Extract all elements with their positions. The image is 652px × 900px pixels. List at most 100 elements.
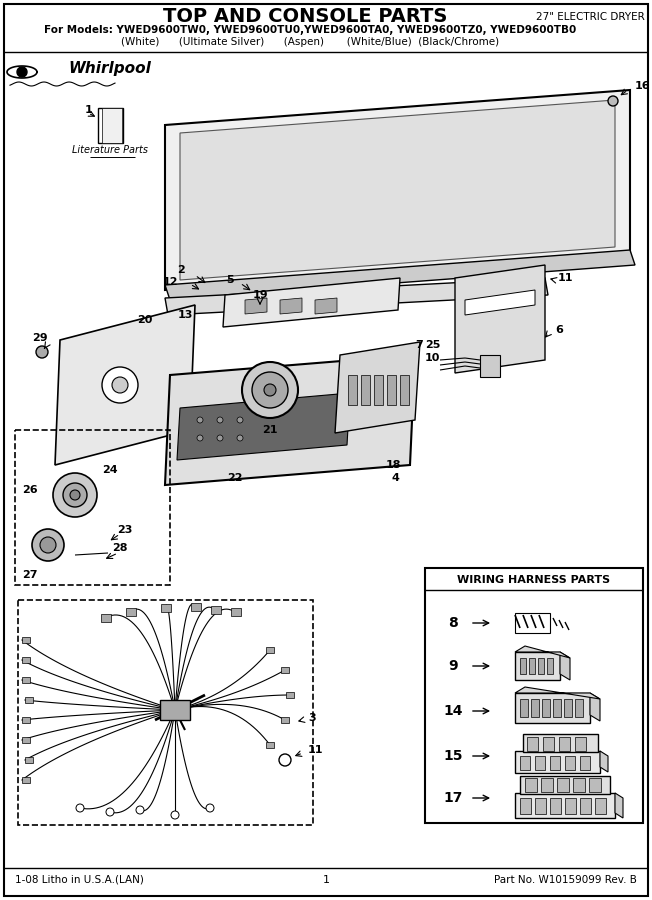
Circle shape bbox=[76, 804, 84, 812]
Bar bbox=[191, 603, 201, 611]
Bar bbox=[515, 613, 550, 633]
Text: 17: 17 bbox=[443, 791, 463, 805]
Bar bbox=[15, 430, 170, 585]
Polygon shape bbox=[615, 793, 623, 818]
Bar bbox=[286, 692, 294, 698]
Polygon shape bbox=[165, 278, 548, 315]
Text: 27" ELECTRIC DRYER: 27" ELECTRIC DRYER bbox=[536, 12, 644, 22]
Bar bbox=[531, 699, 539, 717]
Circle shape bbox=[237, 435, 243, 441]
Text: 2: 2 bbox=[177, 265, 185, 275]
Bar bbox=[520, 798, 531, 814]
Polygon shape bbox=[600, 751, 608, 772]
Bar bbox=[542, 699, 550, 717]
Bar bbox=[425, 568, 643, 823]
Text: 12: 12 bbox=[162, 277, 178, 287]
Text: 20: 20 bbox=[138, 315, 153, 325]
Bar bbox=[575, 699, 583, 717]
Bar bbox=[387, 375, 396, 405]
Text: 16: 16 bbox=[635, 81, 651, 91]
Circle shape bbox=[63, 483, 87, 507]
Circle shape bbox=[112, 377, 128, 393]
Bar bbox=[520, 658, 526, 674]
Circle shape bbox=[217, 417, 223, 423]
Bar bbox=[211, 606, 221, 614]
Bar bbox=[523, 734, 598, 752]
Bar bbox=[18, 600, 313, 825]
Circle shape bbox=[279, 754, 291, 766]
Polygon shape bbox=[560, 652, 570, 680]
Bar bbox=[520, 756, 530, 770]
Bar bbox=[527, 737, 538, 751]
Bar bbox=[25, 757, 33, 763]
Bar bbox=[573, 778, 585, 792]
Text: 1-08 Litho in U.S.A.(LAN): 1-08 Litho in U.S.A.(LAN) bbox=[15, 875, 144, 885]
Circle shape bbox=[40, 537, 56, 553]
Polygon shape bbox=[515, 646, 570, 658]
Bar bbox=[535, 798, 546, 814]
Text: 24: 24 bbox=[102, 465, 118, 475]
Text: 21: 21 bbox=[262, 425, 278, 435]
Text: 19: 19 bbox=[252, 290, 268, 300]
Bar bbox=[400, 375, 409, 405]
Bar bbox=[160, 700, 190, 720]
Bar bbox=[25, 697, 33, 703]
Circle shape bbox=[36, 346, 48, 358]
Text: 15: 15 bbox=[443, 749, 463, 763]
Bar bbox=[515, 652, 560, 680]
Bar bbox=[553, 699, 561, 717]
Text: 1: 1 bbox=[323, 875, 329, 885]
Bar bbox=[515, 751, 600, 773]
Text: 5: 5 bbox=[226, 275, 234, 285]
Polygon shape bbox=[515, 687, 600, 699]
Circle shape bbox=[264, 384, 276, 396]
Bar bbox=[520, 699, 528, 717]
Bar bbox=[361, 375, 370, 405]
Text: 29: 29 bbox=[32, 333, 48, 343]
Circle shape bbox=[197, 417, 203, 423]
Bar bbox=[266, 647, 274, 653]
Bar bbox=[266, 742, 274, 748]
Text: 28: 28 bbox=[112, 543, 128, 553]
Text: Part No. W10159099 Rev. B: Part No. W10159099 Rev. B bbox=[494, 875, 637, 885]
Bar bbox=[480, 355, 500, 377]
Text: 7: 7 bbox=[415, 340, 422, 350]
Bar bbox=[565, 756, 575, 770]
Bar bbox=[515, 693, 590, 723]
Bar bbox=[126, 608, 136, 616]
Polygon shape bbox=[590, 693, 600, 721]
Bar bbox=[515, 793, 615, 818]
Bar bbox=[565, 798, 576, 814]
Bar bbox=[374, 375, 383, 405]
Bar bbox=[564, 699, 572, 717]
Text: 25: 25 bbox=[425, 340, 440, 350]
Text: 10: 10 bbox=[425, 353, 440, 363]
Polygon shape bbox=[17, 67, 27, 77]
Text: (White)      (Ultimate Silver)      (Aspen)       (White/Blue)  (Black/Chrome): (White) (Ultimate Silver) (Aspen) (White… bbox=[121, 37, 499, 47]
Text: For Models: YWED9600TW0, YWED9600TU0,YWED9600TA0, YWED9600TZ0, YWED9600TB0: For Models: YWED9600TW0, YWED9600TU0,YWE… bbox=[44, 25, 576, 35]
Text: 6: 6 bbox=[555, 325, 563, 335]
Bar bbox=[102, 108, 122, 143]
Circle shape bbox=[217, 435, 223, 441]
Polygon shape bbox=[180, 100, 615, 280]
Bar bbox=[525, 778, 537, 792]
Bar bbox=[550, 756, 560, 770]
Bar bbox=[22, 777, 30, 783]
Bar bbox=[557, 778, 569, 792]
Polygon shape bbox=[335, 342, 420, 433]
Polygon shape bbox=[315, 298, 337, 314]
Circle shape bbox=[70, 490, 80, 500]
Circle shape bbox=[53, 473, 97, 517]
Text: 22: 22 bbox=[228, 473, 243, 483]
Text: 3: 3 bbox=[308, 713, 316, 723]
Circle shape bbox=[608, 96, 618, 106]
Bar bbox=[535, 756, 545, 770]
Bar bbox=[580, 798, 591, 814]
Bar bbox=[541, 778, 553, 792]
Bar bbox=[101, 614, 111, 622]
Bar bbox=[281, 667, 289, 673]
Circle shape bbox=[32, 529, 64, 561]
Text: 8: 8 bbox=[448, 616, 458, 630]
Text: 11: 11 bbox=[558, 273, 574, 283]
Bar bbox=[161, 604, 171, 612]
